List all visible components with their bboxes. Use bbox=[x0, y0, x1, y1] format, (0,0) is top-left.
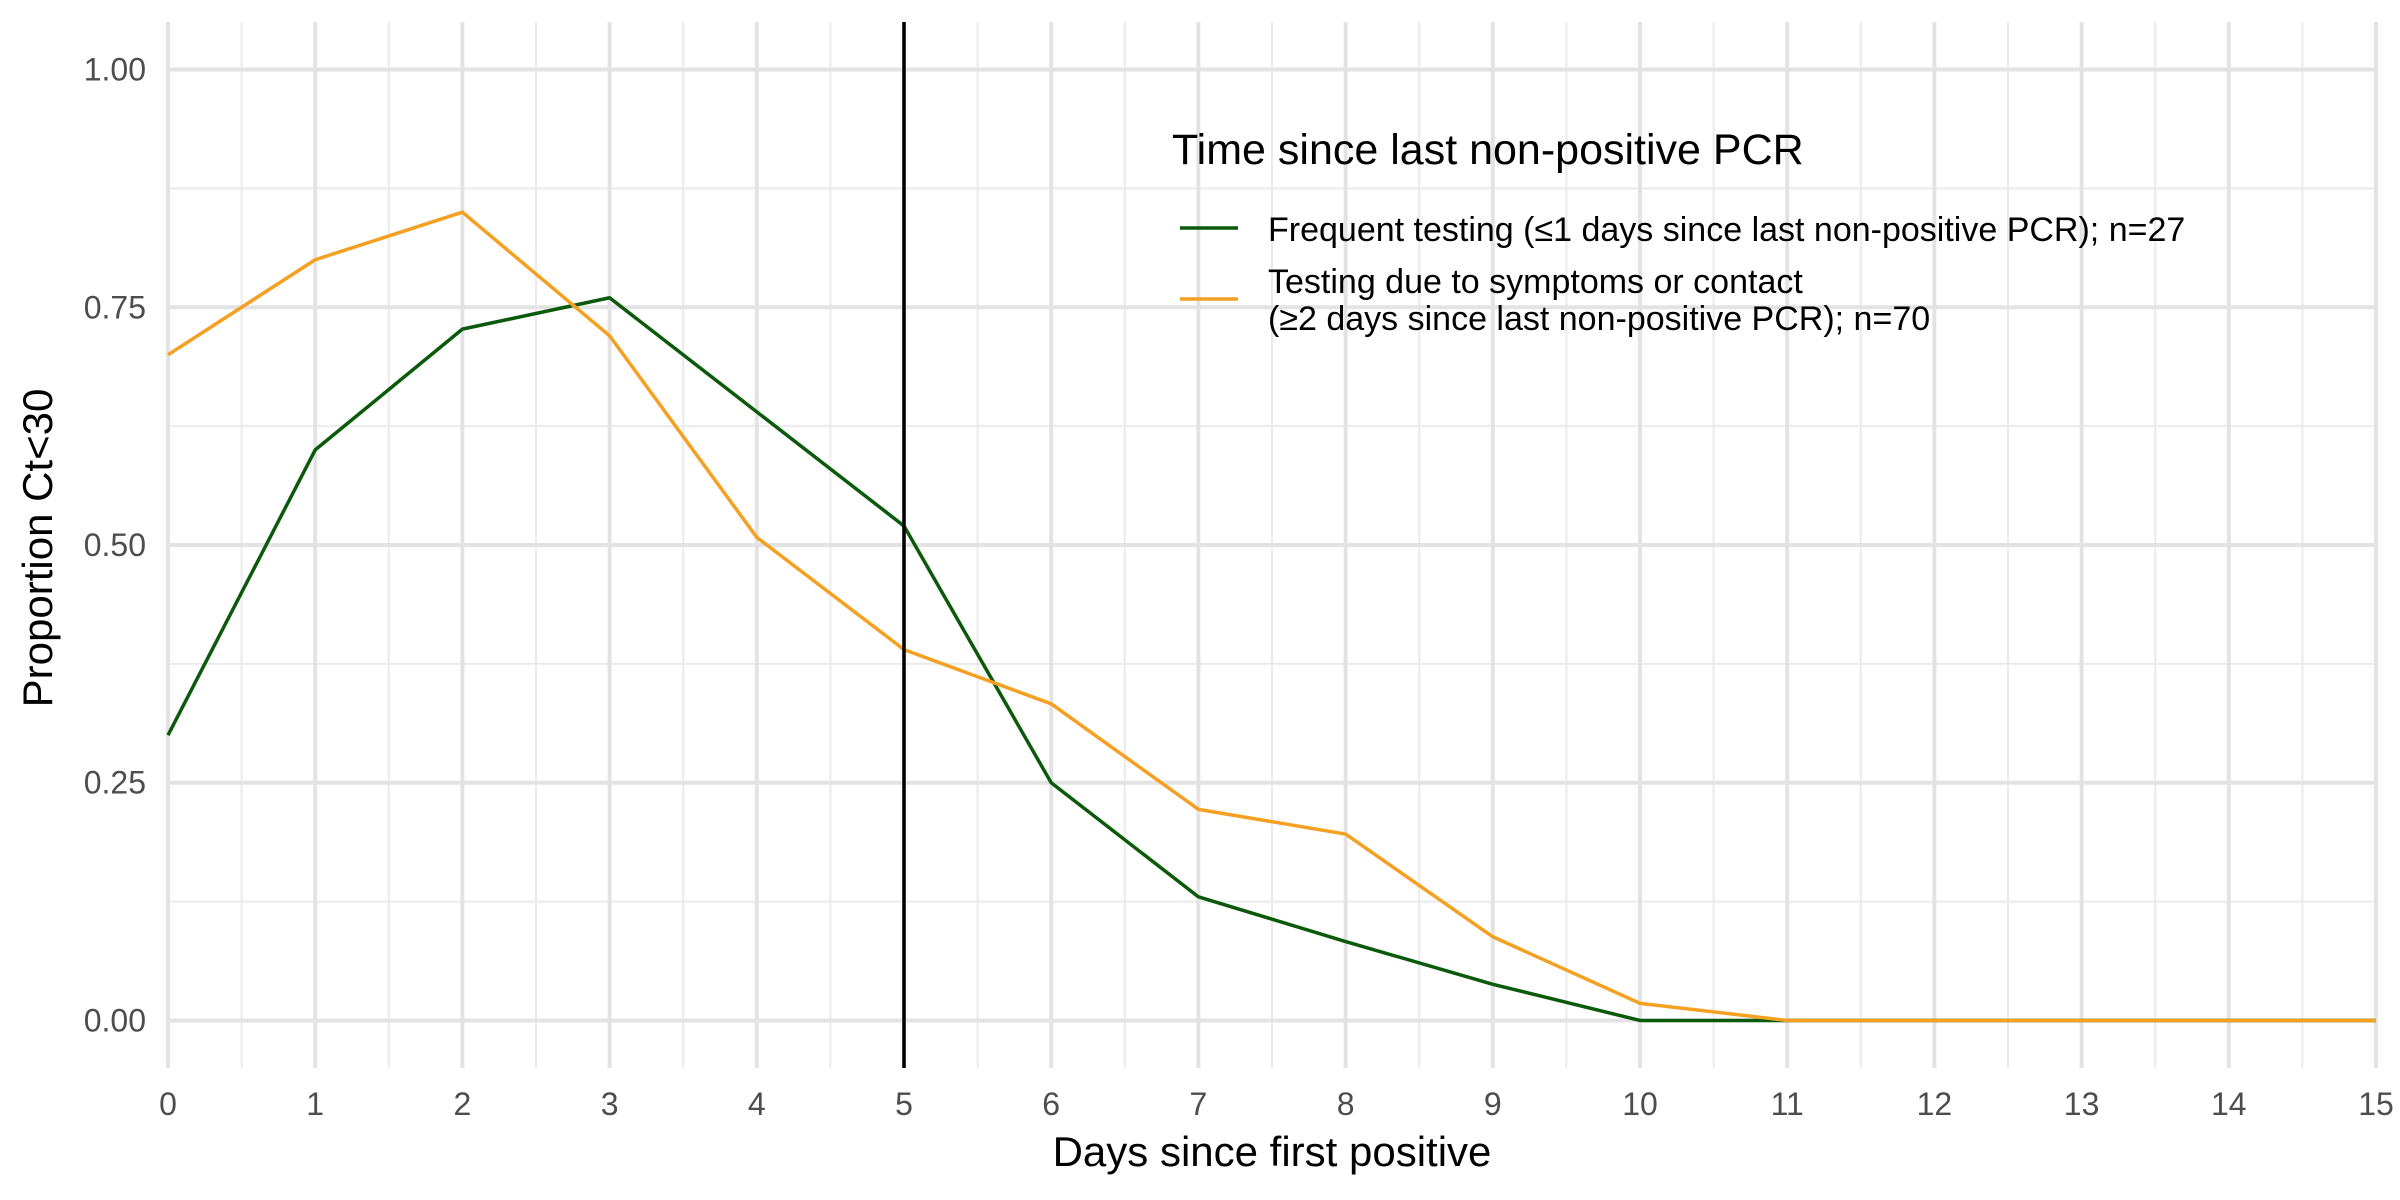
y-tick-label: 0.25 bbox=[84, 765, 146, 801]
x-tick-label: 1 bbox=[306, 1086, 324, 1122]
x-tick-label: 5 bbox=[895, 1086, 913, 1122]
legend-item-2: Testing due to symptoms or contact(≥2 da… bbox=[1180, 263, 1930, 338]
y-tick-label: 1.00 bbox=[84, 52, 146, 88]
x-tick-label: 11 bbox=[1771, 1086, 1804, 1122]
x-tick-label: 6 bbox=[1042, 1086, 1060, 1122]
x-tick-label: 0 bbox=[159, 1086, 177, 1122]
y-tick-label: 0.00 bbox=[84, 1002, 146, 1038]
y-tick-label: 0.50 bbox=[84, 527, 146, 563]
legend-title: Time since last non-positive PCR bbox=[1172, 126, 1804, 174]
x-tick-label: 3 bbox=[601, 1086, 619, 1122]
y-tick-labels: 0.00 0.25 0.50 0.75 1.00 bbox=[84, 52, 146, 1039]
legend: Time since last non-positive PCR Frequen… bbox=[1172, 126, 2185, 338]
x-tick-label: 8 bbox=[1337, 1086, 1355, 1122]
legend-items: Frequent testing (≤1 days since last non… bbox=[1180, 211, 2185, 338]
x-tick-labels: 0 1 2 3 4 5 6 7 8 9 10 11 12 13 14 15 bbox=[159, 1086, 2394, 1122]
y-axis-title: Proportion Ct<30 bbox=[14, 389, 61, 708]
legend-label-2-line-2: (≥2 days since last non-positive PCR); n… bbox=[1268, 300, 1930, 338]
legend-item-1: Frequent testing (≤1 days since last non… bbox=[1180, 211, 2185, 249]
x-tick-label: 14 bbox=[2211, 1086, 2247, 1122]
x-tick-label: 15 bbox=[2358, 1086, 2394, 1122]
x-tick-label: 7 bbox=[1190, 1086, 1208, 1122]
series-layer bbox=[166, 210, 2376, 1023]
x-tick-label: 13 bbox=[2064, 1086, 2100, 1122]
series-line-2 bbox=[167, 210, 2376, 1023]
legend-label-2-line-1: Testing due to symptoms or contact bbox=[1268, 263, 1803, 301]
x-tick-label: 10 bbox=[1622, 1086, 1658, 1122]
x-axis-title: Days since first positive bbox=[1053, 1128, 1492, 1175]
x-tick-label: 4 bbox=[748, 1086, 766, 1122]
x-tick-label: 12 bbox=[1917, 1086, 1953, 1122]
legend-label-1-line-1: Frequent testing (≤1 days since last non… bbox=[1268, 211, 2185, 249]
y-tick-label: 0.75 bbox=[84, 289, 146, 325]
x-tick-label: 9 bbox=[1484, 1086, 1502, 1122]
x-tick-label: 2 bbox=[454, 1086, 472, 1122]
